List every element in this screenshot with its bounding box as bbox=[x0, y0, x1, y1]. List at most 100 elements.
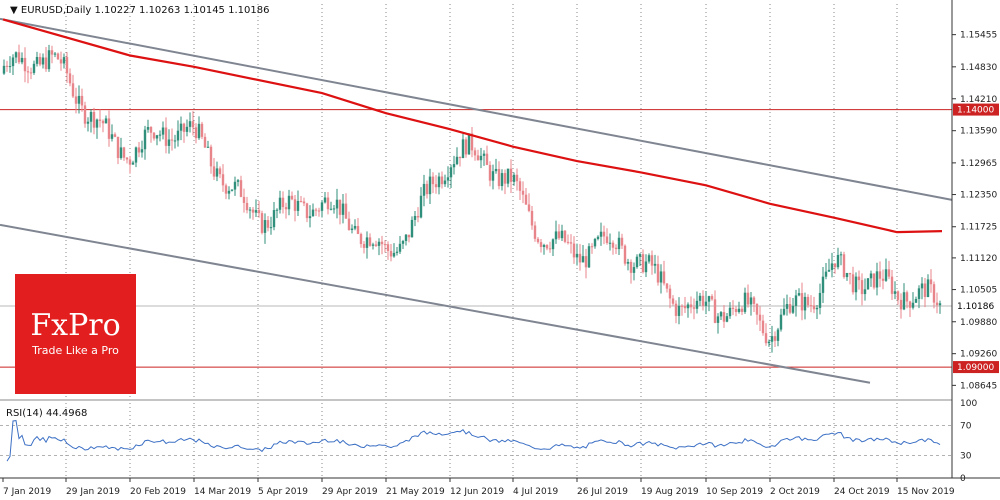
candle-body[interactable] bbox=[500, 173, 504, 187]
candle-body[interactable] bbox=[302, 201, 306, 204]
candle-body[interactable] bbox=[695, 300, 699, 309]
candle-body[interactable] bbox=[668, 288, 672, 299]
candle-body[interactable] bbox=[524, 194, 528, 205]
candle-body[interactable] bbox=[170, 139, 174, 141]
ma-line[interactable] bbox=[2, 18, 943, 234]
candle-body[interactable] bbox=[518, 181, 522, 191]
candle-body[interactable] bbox=[569, 242, 573, 244]
channel-upper[interactable] bbox=[0, 17, 953, 201]
candle-body[interactable] bbox=[746, 292, 750, 305]
candle-body[interactable] bbox=[329, 208, 333, 210]
candle-body[interactable] bbox=[923, 283, 927, 297]
candle-body[interactable] bbox=[182, 123, 186, 132]
candle-body[interactable] bbox=[665, 283, 669, 289]
candle-body[interactable] bbox=[233, 181, 237, 190]
candle-body[interactable] bbox=[104, 118, 108, 124]
candle-body[interactable] bbox=[62, 57, 66, 64]
candle-body[interactable] bbox=[632, 267, 636, 273]
candle-body[interactable] bbox=[191, 121, 195, 128]
candle-body[interactable] bbox=[5, 65, 9, 67]
candle-body[interactable] bbox=[215, 168, 219, 177]
candle-body[interactable] bbox=[275, 209, 279, 211]
candle-body[interactable] bbox=[680, 305, 684, 307]
candle-body[interactable] bbox=[164, 127, 168, 146]
candle-body[interactable] bbox=[875, 271, 879, 288]
candle-body[interactable] bbox=[908, 301, 912, 308]
candle-body[interactable] bbox=[725, 316, 729, 322]
candle-body[interactable] bbox=[188, 121, 192, 127]
candle-body[interactable] bbox=[404, 234, 408, 241]
candle-body[interactable] bbox=[860, 280, 864, 295]
candle-body[interactable] bbox=[380, 241, 384, 245]
candle-body[interactable] bbox=[656, 263, 660, 283]
candle-body[interactable] bbox=[920, 283, 924, 289]
candle-body[interactable] bbox=[782, 308, 786, 315]
candle-body[interactable] bbox=[626, 261, 630, 264]
candle-body[interactable] bbox=[716, 316, 720, 323]
candle-body[interactable] bbox=[65, 57, 69, 74]
candle-body[interactable] bbox=[353, 225, 357, 229]
candle-body[interactable] bbox=[362, 244, 366, 248]
candle-body[interactable] bbox=[830, 263, 834, 270]
candle-body[interactable] bbox=[647, 255, 651, 262]
candle-body[interactable] bbox=[251, 209, 255, 213]
header-triangle-icon[interactable]: ▼ bbox=[10, 5, 21, 16]
candle-body[interactable] bbox=[224, 185, 228, 194]
candle-body[interactable] bbox=[641, 254, 645, 273]
candle-body[interactable] bbox=[323, 197, 327, 203]
candle-body[interactable] bbox=[851, 274, 855, 293]
candle-body[interactable] bbox=[194, 127, 198, 139]
candle-body[interactable] bbox=[815, 307, 819, 310]
candle-body[interactable] bbox=[608, 242, 612, 244]
candle-body[interactable] bbox=[617, 237, 621, 250]
candle-body[interactable] bbox=[899, 299, 903, 310]
candle-body[interactable] bbox=[146, 127, 150, 130]
candle-body[interactable] bbox=[428, 176, 432, 195]
candle-body[interactable] bbox=[383, 244, 387, 246]
candle-body[interactable] bbox=[401, 240, 405, 244]
candle-body[interactable] bbox=[620, 237, 624, 246]
candle-body[interactable] bbox=[659, 271, 663, 283]
candle-body[interactable] bbox=[563, 230, 567, 242]
candle-body[interactable] bbox=[71, 83, 75, 97]
candle-body[interactable] bbox=[107, 118, 111, 139]
candle-body[interactable] bbox=[395, 251, 399, 253]
candle-body[interactable] bbox=[779, 314, 783, 330]
candle-body[interactable] bbox=[869, 273, 873, 279]
candle-body[interactable] bbox=[473, 150, 477, 156]
candle-body[interactable] bbox=[527, 204, 531, 211]
candle-body[interactable] bbox=[683, 306, 687, 309]
candle-body[interactable] bbox=[230, 189, 234, 191]
candle-body[interactable] bbox=[506, 168, 510, 184]
candle-body[interactable] bbox=[359, 233, 363, 245]
candle-body[interactable] bbox=[515, 174, 519, 182]
candle-body[interactable] bbox=[770, 336, 774, 342]
candle-body[interactable] bbox=[464, 139, 468, 155]
candle-body[interactable] bbox=[161, 127, 165, 135]
candle-body[interactable] bbox=[14, 52, 18, 58]
candle-body[interactable] bbox=[704, 301, 708, 306]
candle-body[interactable] bbox=[17, 52, 21, 63]
candle-body[interactable] bbox=[635, 256, 639, 268]
candle-body[interactable] bbox=[914, 298, 918, 303]
candle-body[interactable] bbox=[449, 167, 453, 178]
candle-body[interactable] bbox=[254, 210, 258, 213]
candle-body[interactable] bbox=[614, 247, 618, 250]
candle-body[interactable] bbox=[872, 273, 876, 288]
candle-body[interactable] bbox=[26, 71, 30, 73]
candle-body[interactable] bbox=[74, 96, 78, 104]
candle-body[interactable] bbox=[434, 184, 438, 188]
candle-body[interactable] bbox=[662, 271, 666, 284]
candle-body[interactable] bbox=[53, 53, 57, 55]
candle-body[interactable] bbox=[482, 153, 486, 156]
candle-body[interactable] bbox=[419, 195, 423, 218]
candle-body[interactable] bbox=[227, 190, 231, 194]
candle-body[interactable] bbox=[932, 284, 936, 303]
candle-body[interactable] bbox=[35, 56, 39, 64]
candle-body[interactable] bbox=[575, 253, 579, 258]
candle-body[interactable] bbox=[56, 53, 60, 60]
candle-body[interactable] bbox=[293, 199, 297, 211]
candle-body[interactable] bbox=[545, 244, 549, 249]
candle-body[interactable] bbox=[218, 168, 222, 175]
candle-body[interactable] bbox=[824, 271, 828, 277]
